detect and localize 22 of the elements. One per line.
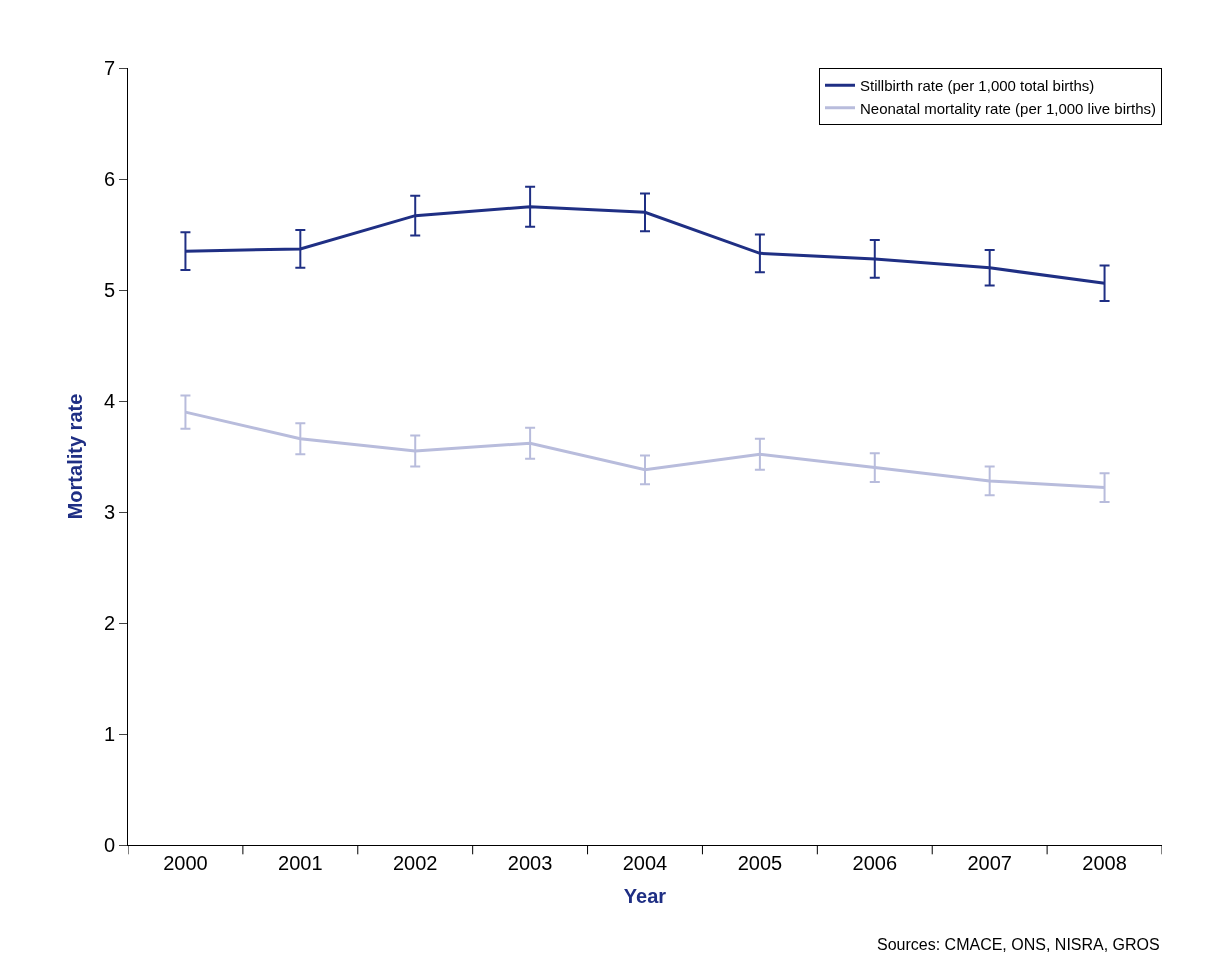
legend-label: Stillbirth rate (per 1,000 total births) <box>860 77 1095 95</box>
x-tick-label: 2000 <box>163 852 208 874</box>
x-tick-label: 2003 <box>507 852 553 874</box>
x-tick-label: 2002 <box>392 852 438 874</box>
x-tick-label: 2008 <box>1082 852 1127 874</box>
source-note: Sources: CMACE, ONS, NISRA, GROS <box>877 936 1160 953</box>
x-axis-title: Year <box>623 884 667 907</box>
x-tick-label: 2007 <box>967 852 1012 874</box>
legend-label: Neonatal mortality rate (per 1,000 live births) <box>860 99 1156 117</box>
x-tick-label: 2004 <box>622 852 668 874</box>
x-tick-label: 2001 <box>278 852 323 874</box>
x-tick-label: 2006 <box>852 852 898 874</box>
y-tick-label: 0 <box>103 834 115 856</box>
y-tick-label: 5 <box>103 279 115 301</box>
y-tick-label: 1 <box>103 723 115 745</box>
y-tick-label: 3 <box>103 501 115 523</box>
x-tick-label: 2005 <box>737 852 783 874</box>
y-tick-label: 6 <box>103 168 115 190</box>
y-tick-label: 4 <box>103 390 115 412</box>
y-tick-label: 7 <box>103 57 115 79</box>
y-axis-title: Mortality rate <box>64 393 87 520</box>
y-tick-label: 2 <box>103 612 115 634</box>
